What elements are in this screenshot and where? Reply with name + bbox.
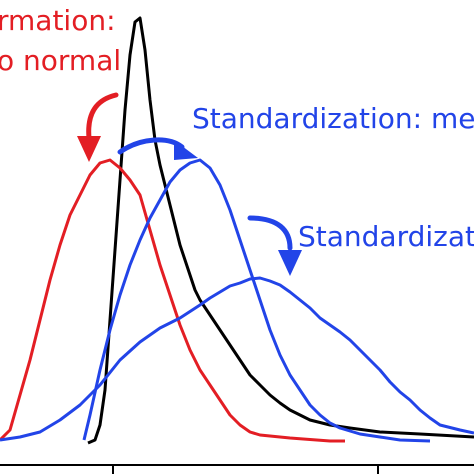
blue-curve-wide: [0, 276, 474, 442]
annotation-blue-second: Standardizat: [298, 220, 474, 253]
blue-curve-mean: [82, 158, 431, 443]
annotation-red-line2: o normal: [0, 44, 121, 77]
red-arrow-icon: [86, 92, 119, 141]
annotation-red-line1: rmation:: [0, 4, 116, 37]
black-curve: [87, 16, 474, 445]
red-arrowhead-icon: [77, 136, 101, 162]
blue-arrowhead-upper-icon: [174, 140, 198, 160]
blue-arrowhead-lower-icon: [278, 250, 302, 276]
blue-arrow-upper-icon: [117, 137, 185, 155]
blue-arrow-lower-icon: [247, 215, 293, 251]
red-curve: [0, 158, 345, 443]
annotation-blue-mean: Standardization: mea: [192, 102, 474, 135]
curves-group: [0, 16, 474, 445]
